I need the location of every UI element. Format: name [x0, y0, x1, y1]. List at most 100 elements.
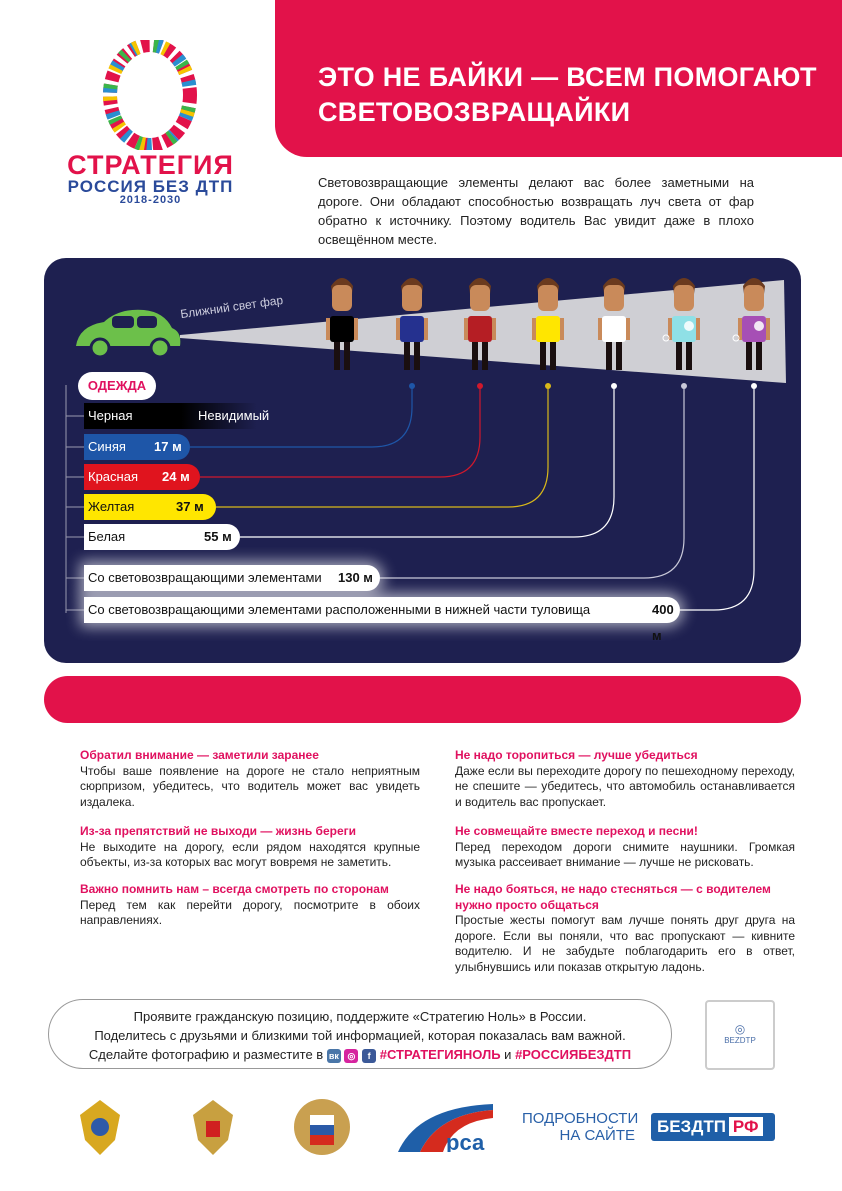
- connector-line: [200, 386, 481, 478]
- header-banner: [275, 0, 842, 157]
- tip-block: Важно помнить нам – всегда смотреть по с…: [80, 882, 420, 929]
- person-arm: [738, 318, 742, 340]
- share-text: Сделайте фотографию и разместите в: [88, 1047, 324, 1062]
- rsa-logo: рса: [398, 1104, 493, 1152]
- person-head: [604, 285, 624, 311]
- person-arm: [326, 318, 330, 340]
- tip-block: Не надо бояться, не надо стесняться — с …: [455, 882, 795, 975]
- tip-text: Чтобы ваше появление на дороге не стало …: [80, 763, 420, 809]
- person-shirt: [536, 316, 560, 342]
- person-arm: [424, 318, 428, 340]
- tip-text: Перед переходом дороги снимите наушники.…: [455, 839, 795, 870]
- tip-block: Из-за препятствий не выходи — жизнь бере…: [80, 824, 420, 871]
- person-leg: [344, 342, 350, 370]
- red-divider-bar: [44, 676, 801, 723]
- ministry-emergency-emblem: [193, 1100, 233, 1155]
- person-arm: [354, 318, 358, 340]
- logo-years: 2018-2030: [119, 194, 182, 206]
- visibility-distance: Невидимый: [198, 408, 270, 423]
- instagram-icon: ◎: [734, 1022, 746, 1036]
- tip-title: Обратил внимание — заметили заранее: [80, 748, 319, 762]
- person-leg: [756, 342, 762, 370]
- clothing-type: Желтая: [88, 499, 135, 514]
- reflector-icon: [662, 334, 670, 342]
- person-head: [402, 285, 422, 311]
- qr-label: BEZDTP: [724, 1036, 756, 1045]
- connector-line: [680, 386, 755, 611]
- hashtag-russia-no-accidents[interactable]: #РОССИЯБЕЗДТП: [515, 1047, 632, 1062]
- person-shirt: [468, 316, 492, 342]
- site-name: БЕЗДТП: [657, 1117, 726, 1136]
- visibility-distance: 37 м: [176, 499, 204, 514]
- person-arm: [492, 318, 496, 340]
- person-head: [470, 285, 490, 311]
- infographic-graphics: [65, 278, 786, 613]
- tip-text: Даже если вы переходите дорогу по пешехо…: [455, 763, 795, 809]
- connector-line: [240, 386, 615, 538]
- ministry-transport-emblem: [80, 1100, 120, 1155]
- car-window: [137, 316, 157, 328]
- clothing-type: Со световозвращающими элементами располо…: [88, 602, 591, 617]
- car-window: [112, 316, 134, 328]
- clothing-row: Красная 24 м: [84, 464, 200, 490]
- share-line-1: Проявите гражданскую позицию, поддержите…: [133, 1009, 587, 1024]
- person-leg: [540, 342, 546, 370]
- connector-dot: [477, 383, 483, 389]
- share-line-3: Сделайте фотографию и разместите в вк ◎ …: [49, 1045, 671, 1064]
- tip-block: Не надо торопиться — лучше убедиться Даже…: [455, 748, 795, 810]
- person-leg: [482, 342, 488, 370]
- reflector-icon: [684, 321, 694, 331]
- tip-title: Важно помнить нам – всегда смотреть по с…: [80, 882, 389, 896]
- connector-dot: [611, 383, 617, 389]
- logo-subtitle: РОССИЯ БЕЗ ДТП: [67, 177, 234, 196]
- vk-icon[interactable]: вк: [326, 1048, 341, 1063]
- share-line-2: Поделитесь с друзьями и близкими той инф…: [94, 1028, 626, 1043]
- reflector-icon: [732, 334, 740, 342]
- share-box: Проявите гражданскую позицию, поддержите…: [48, 999, 672, 1069]
- person-leg: [414, 342, 420, 370]
- person-leg: [686, 342, 692, 370]
- clothing-type: Красная: [88, 469, 138, 484]
- person-arm: [464, 318, 468, 340]
- person-leg: [334, 342, 340, 370]
- person-head: [674, 285, 694, 311]
- hashtag-strategy-zero[interactable]: #СТРАТЕГИЯНОЛЬ: [379, 1047, 501, 1062]
- connector-dot: [409, 383, 415, 389]
- connector-dot: [545, 383, 551, 389]
- visibility-distance: 130 м: [338, 570, 373, 585]
- site-suffix: РФ: [728, 1117, 763, 1136]
- person-leg: [404, 342, 410, 370]
- visibility-distance: 17 м: [154, 439, 182, 454]
- connector-dot: [751, 383, 757, 389]
- tip-title: Не совмещайте вместе переход и песни!: [455, 824, 698, 838]
- tip-text: Не выходите на дорогу, если рядом находя…: [80, 839, 420, 870]
- car-wheel: [89, 337, 111, 359]
- clothing-label: ОДЕЖДА: [78, 372, 156, 400]
- instagram-icon[interactable]: ◎: [344, 1048, 359, 1063]
- clothing-type: Черная: [88, 408, 133, 423]
- person-leg: [550, 342, 556, 370]
- facebook-icon[interactable]: f: [362, 1048, 377, 1063]
- person-arm: [598, 318, 602, 340]
- connector-line: [190, 386, 413, 448]
- more-info-label: ПОДРОБНОСТИ НА САЙТЕ: [522, 1110, 639, 1144]
- clothing-row: Черная Невидимый: [84, 403, 300, 429]
- person-shirt: [330, 316, 354, 342]
- person-arm: [560, 318, 564, 340]
- tip-title: Из-за препятствий не выходи — жизнь бере…: [80, 824, 356, 838]
- clothing-type: Белая: [88, 529, 126, 544]
- person-leg: [606, 342, 612, 370]
- tip-title: Не надо торопиться — лучше убедиться: [455, 748, 698, 762]
- person-arm: [766, 318, 770, 340]
- instagram-qr-code[interactable]: ◎ BEZDTP: [705, 1000, 775, 1070]
- connector-line: [380, 386, 685, 579]
- bezdtp-site-link[interactable]: БЕЗДТП РФ: [651, 1113, 775, 1141]
- person-arm: [626, 318, 630, 340]
- person-arm: [696, 318, 700, 340]
- and-text: и: [504, 1047, 512, 1062]
- clothing-type: Со световозвращающими элементами: [88, 570, 322, 585]
- svg-text:рса: рса: [446, 1130, 485, 1152]
- traffic-police-emblem: [294, 1099, 350, 1155]
- reflector-icon: [754, 321, 764, 331]
- car-wheel: [149, 337, 171, 359]
